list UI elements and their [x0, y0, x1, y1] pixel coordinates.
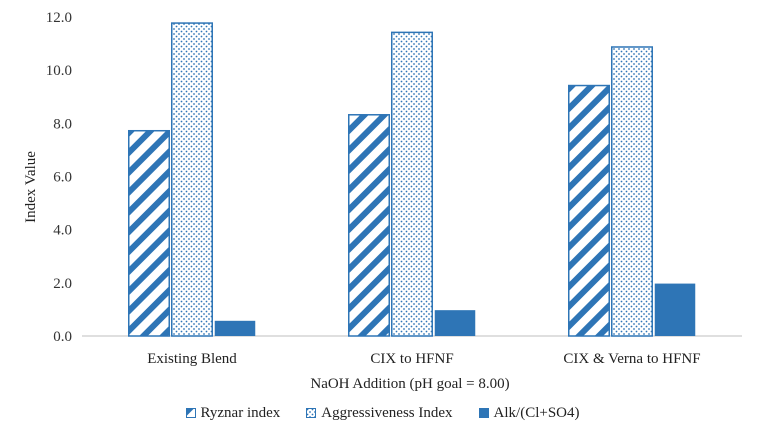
- bar-aggressiveness-index-1: [391, 31, 433, 337]
- x-tick-label: Existing Blend: [147, 351, 237, 367]
- legend-swatch-stripes: [185, 408, 196, 418]
- y-axis-title: Index Value: [23, 151, 39, 223]
- bar-aggressiveness-index-0: [171, 22, 213, 337]
- legend-item-alk: Alk/(Cl+SO4): [478, 404, 580, 422]
- x-axis-title: NaOH Addition (pH goal = 8.00): [310, 376, 509, 392]
- legend-label: Alk/(Cl+SO4): [493, 404, 580, 421]
- y-tick-label: 2.0: [53, 276, 72, 292]
- legend: Ryznar index Aggressiveness Index Alk/(C…: [0, 398, 765, 428]
- bar-alk-cl-so4-2: [654, 283, 696, 336]
- legend-swatch-dots: [306, 408, 317, 418]
- y-tick-label: 6.0: [53, 170, 72, 186]
- bar-ryznar-index-2: [568, 84, 610, 337]
- legend-swatch-solid: [478, 408, 489, 418]
- y-tick-label: 10.0: [46, 63, 72, 79]
- bar-alk-cl-so4-0: [214, 320, 256, 336]
- legend-item-ryznar: Ryznar index: [185, 404, 281, 422]
- x-tick-label: CIX to HFNF: [370, 351, 453, 367]
- y-tick-label: 12.0: [46, 10, 72, 26]
- legend-label: Aggressiveness Index: [321, 404, 453, 421]
- plot-area: 0.0 2.0 4.0 6.0 8.0 10.0 12.0 Existing Blend CIX…: [46, 10, 742, 367]
- y-tick-label: 0.0: [53, 329, 72, 345]
- bar-ryznar-index-1: [348, 114, 390, 337]
- bar-aggressiveness-index-2: [611, 46, 653, 337]
- x-tick-label: CIX & Verna to HFNF: [563, 351, 700, 367]
- legend-label: Ryznar index: [200, 404, 281, 421]
- bar-alk-cl-so4-1: [434, 310, 476, 336]
- bar-ryznar-index-0: [128, 129, 170, 337]
- y-tick-label: 8.0: [53, 116, 72, 132]
- legend-item-aggressiveness: Aggressiveness Index: [306, 404, 453, 422]
- y-tick-label: 4.0: [53, 223, 72, 239]
